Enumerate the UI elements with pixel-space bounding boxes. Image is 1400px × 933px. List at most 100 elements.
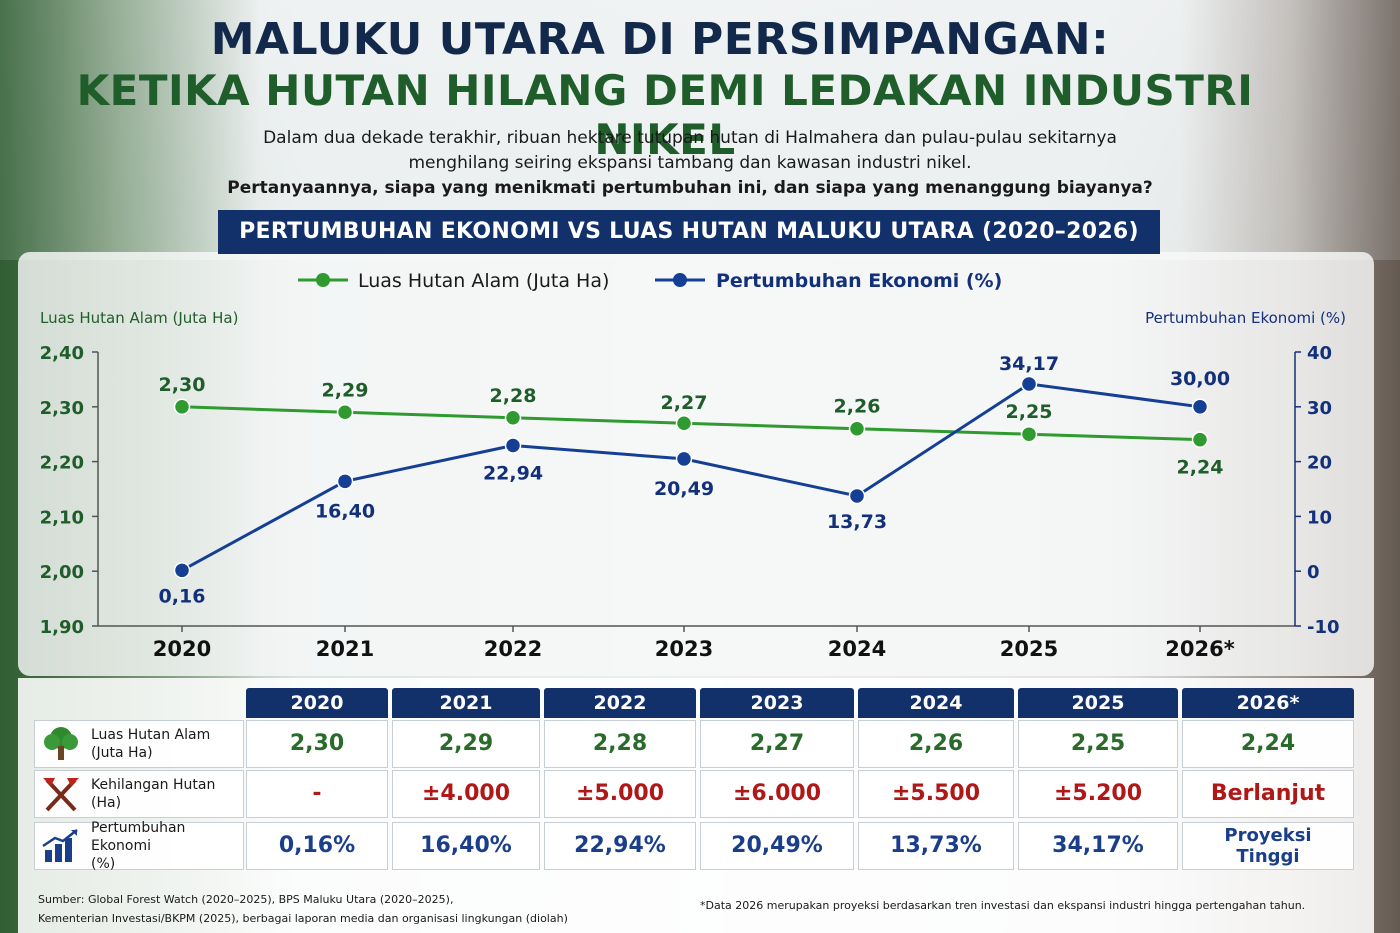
data-label-forest: 2,26: [834, 396, 881, 418]
table-cell: Berlanjut: [1182, 770, 1354, 818]
data-point-forest: [504, 409, 522, 427]
y-right-tick-label: 0: [1307, 562, 1320, 583]
table-row-label: Kehilangan Hutan (Ha): [34, 770, 244, 818]
table-cell: 2,29: [392, 720, 540, 768]
y-left-tick-label: 1,90: [40, 617, 84, 638]
table-cell: ±4.000: [392, 770, 540, 818]
y-axis-right-title: Pertumbuhan Ekonomi (%): [1145, 309, 1346, 327]
x-tick-label: 2020: [153, 637, 211, 661]
data-label-forest: 2,29: [322, 379, 369, 401]
table-header-year: 2026*: [1182, 688, 1354, 718]
table-cell: ±6.000: [700, 770, 854, 818]
row-label-line1: Kehilangan Hutan: [91, 777, 216, 793]
legend-marker-growth: [673, 273, 687, 287]
row-label-text: Kehilangan Hutan (Ha): [91, 776, 215, 812]
data-point-forest: [173, 398, 191, 416]
page-title-line2: KETIKA HUTAN HILANG DEMI LEDAKAN INDUSTR…: [76, 66, 1254, 164]
x-tick-label: 2023: [655, 637, 713, 661]
table-cell: 22,94%: [544, 822, 696, 870]
table-cell: 20,49%: [700, 822, 854, 870]
cell-line2: Tinggi: [1236, 846, 1300, 867]
data-point-growth: [675, 450, 693, 468]
table-header-year: 2024: [858, 688, 1014, 718]
y-right-tick-label: 30: [1307, 398, 1332, 419]
row-label-line2: (Juta Ha): [91, 745, 153, 761]
table-header-year: 2023: [700, 688, 854, 718]
y-left-tick-label: 2,30: [40, 398, 84, 419]
legend-label-growth: Pertumbuhan Ekonomi (%): [716, 270, 1002, 292]
data-label-growth: 0,16: [159, 585, 206, 607]
data-label-growth: 16,40: [315, 500, 375, 522]
data-label-forest: 2,28: [490, 385, 537, 407]
table-cell: ±5.200: [1018, 770, 1178, 818]
data-label-growth: 34,17: [999, 353, 1059, 375]
line-chart: Luas Hutan Alam (Juta Ha) Pertumbuhan Eko…: [40, 270, 1346, 661]
y-left-tick-label: 2,10: [40, 507, 84, 528]
table-cell: 2,26: [858, 720, 1014, 768]
intro-line1: Dalam dua dekade terakhir, ribuan hektar…: [263, 128, 1117, 148]
table-cell: 2,30: [246, 720, 388, 768]
source-line1: Sumber: Global Forest Watch (2020–2025),…: [38, 893, 454, 906]
y-axis-left-title: Luas Hutan Alam (Juta Ha): [40, 309, 238, 327]
y-right-tick-label: -10: [1307, 617, 1340, 638]
table-header-year: 2025: [1018, 688, 1178, 718]
data-point-growth: [173, 562, 191, 579]
row-label-text: Luas Hutan Alam (Juta Ha): [91, 726, 210, 762]
table-header-year: 2021: [392, 688, 540, 718]
y-right-tick-label: 40: [1307, 343, 1332, 364]
legend-marker-forest: [316, 273, 330, 287]
table-cell: 13,73%: [858, 822, 1014, 870]
table-header-year: 2022: [544, 688, 696, 718]
data-point-growth: [504, 437, 522, 454]
intro-question: Pertanyaannya, siapa yang menikmati pert…: [227, 178, 1153, 198]
row-label-text: Pertumbuhan Ekonomi (%): [91, 819, 243, 873]
footnote: *Data 2026 merupakan proyeksi berdasarka…: [700, 899, 1306, 912]
source-line2: Kementerian Investasi/BKPM (2025), berba…: [38, 912, 568, 925]
data-label-growth: 20,49: [654, 478, 714, 500]
data-point-forest: [848, 420, 866, 437]
x-tick-label: 2026*: [1165, 637, 1234, 661]
crossed-axes-icon: [39, 774, 83, 814]
intro-line2: menghilang seiring ekspansi tambang dan …: [408, 153, 972, 173]
table-cell: 16,40%: [392, 822, 540, 870]
row-label-line2: (%): [91, 856, 116, 872]
source-text: Sumber: Global Forest Watch (2020–2025),…: [38, 890, 568, 928]
data-point-growth: [336, 473, 354, 490]
table-cell: 2,25: [1018, 720, 1178, 768]
y-left-tick-label: 2,20: [40, 453, 84, 474]
data-point-growth: [848, 487, 866, 505]
x-tick-label: 2024: [828, 637, 886, 661]
data-label-growth: 13,73: [827, 511, 887, 533]
data-point-growth: [1191, 398, 1209, 416]
y-left-tick-label: 2,40: [40, 343, 84, 364]
legend-label-forest: Luas Hutan Alam (Juta Ha): [358, 270, 609, 292]
x-tick-label: 2022: [484, 637, 542, 661]
row-label-line1: Luas Hutan Alam: [91, 727, 211, 743]
table-cell: ±5.500: [858, 770, 1014, 818]
chart-title-banner: PERTUMBUHAN EKONOMI VS LUAS HUTAN MALUKU…: [218, 210, 1160, 254]
cell-line1: Proyeksi: [1224, 825, 1312, 846]
data-point-forest: [336, 404, 354, 421]
y-right-tick-label: 10: [1307, 507, 1332, 528]
data-point-forest: [675, 414, 693, 432]
row-label-line2: (Ha): [91, 795, 122, 811]
growth-chart-icon: [39, 826, 83, 866]
table-cell: 0,16%: [246, 822, 388, 870]
x-tick-label: 2021: [316, 637, 374, 661]
data-label-forest: 2,24: [1177, 457, 1224, 479]
page-title-line1: MALUKU UTARA DI PERSIMPANGAN:: [210, 14, 1110, 65]
table-cell: ±5.000: [544, 770, 696, 818]
chart-panel: [18, 252, 1374, 676]
data-label-growth: 22,94: [483, 462, 543, 484]
table-cell: 2,27: [700, 720, 854, 768]
y-left-tick-label: 2,00: [40, 562, 84, 583]
y-right-tick-label: 20: [1307, 453, 1332, 474]
table-row-label: Luas Hutan Alam (Juta Ha): [34, 720, 244, 768]
x-tick-label: 2025: [1000, 637, 1058, 661]
data-label-forest: 2,25: [1006, 401, 1053, 423]
data-point-forest: [1191, 431, 1209, 448]
data-point-growth: [1020, 375, 1038, 393]
table-cell: 2,24: [1182, 720, 1354, 768]
table-cell: Proyeksi Tinggi: [1182, 822, 1354, 870]
table-header-year: 2020: [246, 688, 388, 718]
